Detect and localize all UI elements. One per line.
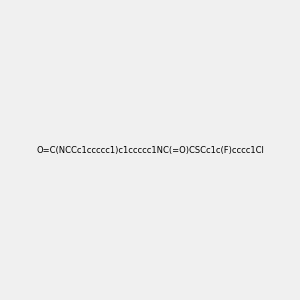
Text: O=C(NCCc1ccccc1)c1ccccc1NC(=O)CSCc1c(F)cccc1Cl: O=C(NCCc1ccccc1)c1ccccc1NC(=O)CSCc1c(F)c…: [36, 146, 264, 154]
